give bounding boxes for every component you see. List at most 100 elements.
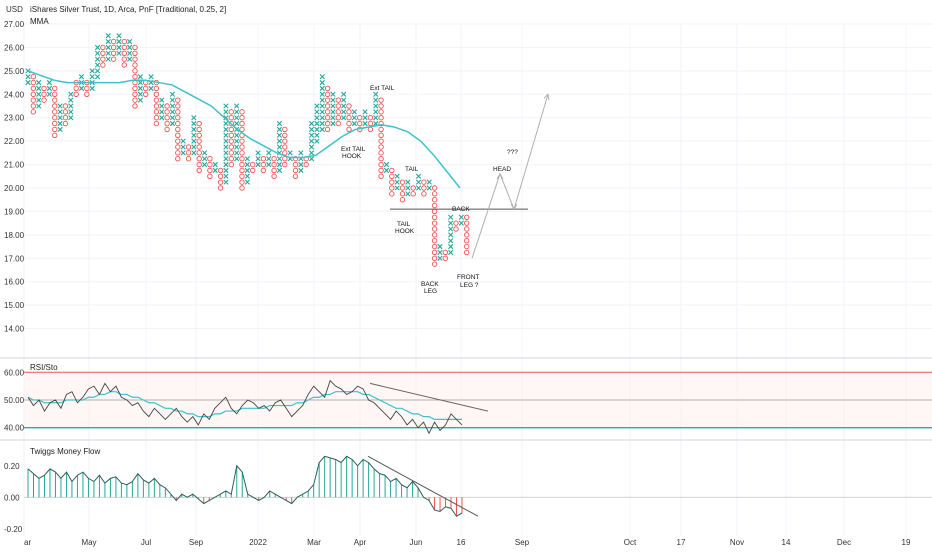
tmf-line bbox=[27, 455, 463, 517]
time-tick-label: Oct bbox=[624, 538, 637, 547]
pnf-o-box bbox=[175, 150, 181, 156]
pnf-x-column bbox=[394, 173, 400, 191]
pnf-o-box bbox=[260, 156, 267, 162]
pnf-x-box bbox=[57, 120, 63, 127]
pnf-x-column bbox=[426, 179, 432, 191]
pnf-o-box bbox=[207, 156, 213, 162]
pnf-o-box bbox=[324, 109, 331, 115]
pnf-x-column bbox=[105, 33, 111, 62]
pnf-o-box bbox=[239, 120, 245, 127]
pnf-x-box bbox=[191, 126, 197, 133]
pnf-o-box bbox=[399, 185, 406, 191]
pnf-x-box bbox=[314, 109, 320, 115]
projection-arrow bbox=[510, 203, 518, 211]
pnf-x-box bbox=[89, 68, 95, 74]
pnf-x-box bbox=[426, 179, 432, 185]
pnf-x-column bbox=[362, 109, 368, 127]
pnf-o-column bbox=[431, 185, 438, 267]
pnf-x-column bbox=[212, 161, 218, 174]
pnf-x-column bbox=[36, 79, 42, 109]
pnf-o-box bbox=[378, 173, 384, 179]
pnf-o-box bbox=[175, 109, 181, 115]
pnf-x-box bbox=[244, 179, 250, 185]
pnf-x-box bbox=[105, 38, 111, 45]
pnf-o-column bbox=[250, 161, 256, 174]
pnf-x-box bbox=[362, 115, 368, 121]
pnf-x-box bbox=[169, 103, 176, 109]
pnf-x-column bbox=[314, 103, 320, 144]
pnf-o-box bbox=[73, 91, 79, 97]
pnf-x-box bbox=[276, 126, 283, 133]
price-tick-label: 26.00 bbox=[4, 43, 25, 52]
pnf-o-box bbox=[100, 44, 106, 51]
pnf-o-box bbox=[389, 191, 395, 197]
pnf-o-column bbox=[239, 109, 245, 191]
pnf-o-box bbox=[207, 161, 213, 168]
pnf-x-box bbox=[448, 220, 454, 226]
annotation-back-leg-2: LEG bbox=[424, 288, 437, 295]
pnf-o-box bbox=[239, 138, 245, 144]
pnf-o-box bbox=[431, 261, 438, 267]
pnf-o-box bbox=[228, 150, 234, 156]
pnf-o-column bbox=[110, 38, 117, 62]
pnf-o-box bbox=[239, 126, 245, 133]
pnf-x-box bbox=[68, 115, 74, 121]
pnf-x-column bbox=[25, 68, 31, 86]
pnf-o-column bbox=[62, 103, 69, 127]
pnf-x-box bbox=[330, 115, 336, 121]
pnf-o-box bbox=[175, 126, 181, 133]
pnf-o-box bbox=[239, 115, 245, 121]
pnf-o-box bbox=[324, 120, 331, 127]
pnf-o-box bbox=[346, 103, 352, 109]
pnf-o-box bbox=[62, 115, 69, 121]
pnf-o-box bbox=[464, 232, 470, 238]
pnf-x-box bbox=[212, 161, 218, 168]
pnf-o-box bbox=[52, 97, 58, 103]
pnf-o-column bbox=[367, 115, 374, 133]
pnf-o-box bbox=[30, 109, 37, 115]
pnf-o-box bbox=[367, 126, 374, 133]
pnf-x-box bbox=[36, 97, 42, 103]
pnf-x-box bbox=[314, 126, 320, 133]
pnf-o-box bbox=[431, 255, 438, 261]
pnf-o-box bbox=[378, 144, 384, 150]
pnf-o-box bbox=[41, 97, 47, 103]
pnf-o-box bbox=[282, 144, 288, 150]
pnf-o-box bbox=[367, 120, 374, 127]
pnf-x-box bbox=[25, 79, 31, 86]
pnf-o-box bbox=[378, 167, 384, 174]
pnf-o-box bbox=[292, 167, 299, 174]
pnf-o-box bbox=[431, 220, 438, 226]
pnf-x-box bbox=[394, 179, 400, 185]
pnf-o-box bbox=[196, 161, 202, 168]
rsi-layer: 60.00 50.00 40.00 bbox=[4, 368, 932, 435]
pnf-x-box bbox=[362, 120, 368, 127]
pnf-x-box bbox=[319, 126, 325, 133]
pnf-x-box bbox=[212, 167, 218, 174]
pnf-o-box bbox=[153, 115, 160, 121]
pnf-o-box bbox=[378, 97, 384, 103]
pnf-o-box bbox=[196, 132, 202, 138]
pnf-x-box bbox=[319, 79, 325, 86]
pnf-x-box bbox=[341, 97, 347, 103]
tmf-tick-label: 0.20 bbox=[4, 462, 20, 471]
pnf-o-box bbox=[324, 126, 331, 133]
pnf-o-box bbox=[84, 91, 90, 97]
pnf-x-box bbox=[341, 109, 347, 115]
pnf-x-box bbox=[169, 120, 176, 127]
pnf-x-box bbox=[314, 132, 320, 138]
pnf-x-column bbox=[266, 150, 272, 168]
pnf-o-column bbox=[453, 220, 459, 232]
indicator-label: MMA bbox=[30, 17, 49, 26]
pnf-o-box bbox=[175, 138, 181, 144]
pnf-x-box bbox=[314, 138, 320, 144]
pnf-x-box bbox=[223, 144, 229, 150]
pnf-x-box bbox=[351, 109, 357, 115]
pnf-x-box bbox=[314, 120, 320, 127]
pnf-o-box bbox=[431, 232, 438, 238]
pnf-x-box bbox=[223, 109, 229, 115]
pnf-x-box bbox=[116, 38, 122, 45]
pnf-x-box bbox=[405, 179, 411, 185]
pnf-x-box bbox=[223, 167, 229, 174]
pnf-x-column bbox=[78, 74, 85, 92]
